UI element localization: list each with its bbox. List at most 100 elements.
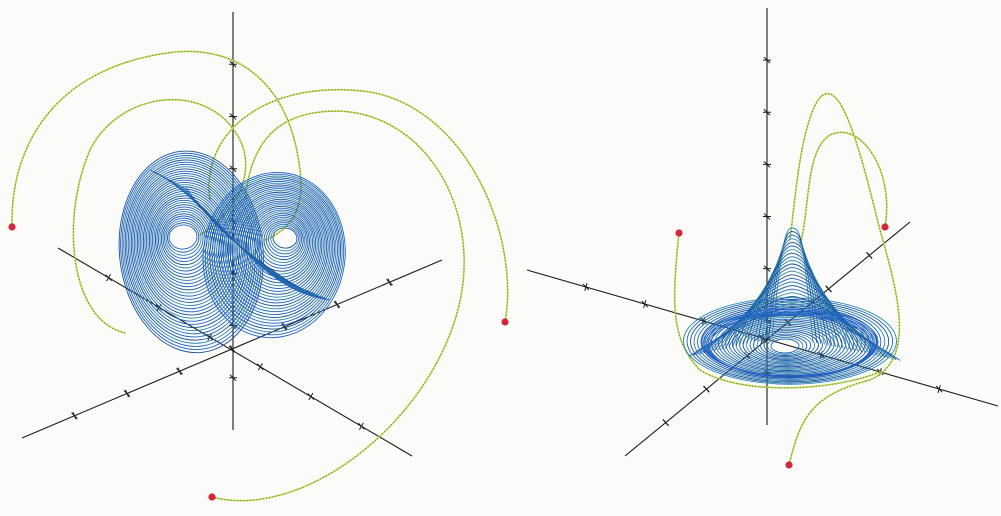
lorenz-x-axis-tick-x	[155, 304, 163, 311]
lorenz-right-lobe-orbit	[256, 214, 309, 269]
lorenz-transient-1	[11, 50, 302, 241]
rossler-z-axis-tick-x	[763, 108, 771, 116]
lorenz-right-lobe-orbit	[247, 207, 315, 281]
lorenz-right-lobe-orbit	[245, 206, 317, 284]
lorenz-y-axis-tick-x	[228, 345, 236, 353]
rossler-z-axis-tick-x	[763, 161, 771, 168]
lorenz-left-lobe-orbit	[133, 172, 244, 322]
rossler-y-axis-tick-x	[662, 419, 670, 426]
lorenz-x-axis-tick-x	[358, 422, 365, 430]
lorenz-right-lobe-orbit	[222, 188, 332, 313]
lorenz-crossover-orbit	[185, 187, 295, 286]
lorenz-x-axis-tick-x	[307, 393, 315, 400]
lorenz-y-axis-tick-x	[71, 412, 78, 420]
rossler-base-ring	[683, 297, 897, 385]
rossler-base-ring	[742, 325, 831, 364]
lorenz-left-lobe-orbit	[118, 150, 264, 354]
rossler-base-ring	[753, 330, 819, 360]
lorenz-right-lobe-orbit	[265, 222, 303, 258]
lorenz-z-axis-tick-x	[229, 374, 237, 382]
lorenz-right-lobe-orbit	[225, 189, 331, 310]
lorenz-y-axis-tick-x	[386, 278, 393, 286]
lorenz-z-axis-tick-x	[229, 113, 237, 120]
rossler-base-ring	[690, 300, 890, 383]
lorenz-right-lobe-orbit	[211, 179, 340, 327]
rossler-transient-3	[799, 131, 888, 246]
rossler-y-axis	[624, 221, 911, 457]
lorenz-left-lobe-orbit	[157, 208, 212, 272]
lorenz-right-lobe-orbit	[202, 171, 346, 339]
lorenz-right-lobe-orbit	[229, 193, 328, 304]
lorenz-right-lobe-orbit	[218, 184, 335, 318]
lorenz-left-lobe-orbit	[136, 177, 240, 316]
lorenz-right-lobe-orbit	[204, 173, 345, 336]
lorenz-transient-3-dots	[208, 89, 509, 323]
rossler-rim-orbit	[709, 314, 871, 378]
lorenz-y-axis-tick-x	[176, 367, 183, 375]
rossler-base-ring	[756, 331, 816, 359]
lorenz-right-lobe-orbit	[213, 180, 338, 324]
lorenz-z-axis-tick-x	[229, 165, 237, 173]
lorenz-left-lobe-orbit	[156, 206, 214, 275]
lorenz-left-lobe-orbit	[153, 202, 218, 281]
lorenz-y-axis-tick-x	[123, 390, 131, 397]
rossler-base-ring	[767, 336, 804, 355]
lorenz-right-lobe-orbit	[207, 175, 343, 333]
lorenz-start-point-2	[501, 318, 509, 326]
rossler-y-axis-tick-x	[865, 252, 873, 259]
lorenz-left-lobe-orbit	[162, 215, 206, 263]
lorenz-right-lobe-orbit	[261, 218, 306, 263]
rossler-cone-orbit	[767, 231, 818, 343]
lorenz-start-point-3	[208, 493, 216, 501]
lorenz-start-point-1	[8, 223, 16, 231]
lorenz-left-lobe-orbit	[120, 152, 262, 350]
lorenz-left-lobe-orbit	[135, 175, 242, 319]
lorenz-y-axis-tick-x	[281, 323, 288, 331]
lorenz-right-lobe-orbit	[216, 182, 337, 321]
rossler-base-ring	[749, 328, 823, 361]
lorenz-right-lobe-orbit	[227, 191, 329, 307]
rossler-y-axis-tick-x	[703, 385, 710, 393]
rossler-base-ring	[693, 302, 886, 381]
rossler-transient-2	[788, 92, 901, 466]
lorenz-transient-4-dots	[72, 99, 247, 334]
rossler-base-ring	[700, 305, 878, 379]
lorenz-left-lobe-orbit	[138, 179, 238, 313]
rossler-x-axis-tick-x	[935, 385, 943, 393]
lorenz-z-axis-tick-x	[229, 60, 237, 68]
lorenz-attractor-orbits	[118, 150, 346, 354]
lorenz-right-lobe-orbit	[270, 225, 299, 252]
lorenz-left-lobe-orbit	[151, 199, 220, 285]
lorenz-x-axis-tick-x	[256, 363, 264, 371]
rossler-base-ring	[697, 303, 882, 380]
rossler-attractor-orbits	[683, 227, 901, 385]
rossler-transient-3-dots	[799, 131, 888, 246]
lorenz-right-lobe-orbit	[243, 204, 318, 287]
lorenz-start-points	[8, 223, 509, 501]
lorenz-left-lobe-orbit	[132, 170, 246, 325]
lorenz-transient-trajectories	[11, 50, 509, 502]
rossler-z-axis-tick-x	[763, 213, 771, 220]
lorenz-left-lobe-orbit	[121, 155, 260, 347]
lorenz-y-axis-tick-x	[333, 301, 341, 308]
lorenz-right-lobe-orbit	[236, 198, 323, 295]
lorenz-panel	[8, 12, 509, 502]
rossler-base-ring	[686, 298, 894, 384]
rossler-transient-1	[673, 232, 881, 389]
rossler-base-ring	[760, 333, 812, 358]
rossler-x-axis-tick-x	[641, 300, 649, 308]
rossler-cone-orbit	[760, 238, 825, 345]
lorenz-left-lobe-orbit	[168, 224, 198, 250]
lorenz-right-lobe-orbit	[231, 195, 326, 301]
rossler-base-ring	[746, 327, 827, 363]
rossler-axes	[526, 8, 999, 457]
rossler-start-points	[675, 223, 889, 469]
lorenz-left-lobe-orbit	[161, 213, 208, 266]
rossler-cone-orbit	[703, 295, 886, 358]
lorenz-left-lobe-orbit	[165, 220, 202, 256]
lorenz-right-lobe-orbit	[220, 186, 334, 315]
lorenz-left-lobe-orbit	[164, 217, 204, 259]
rossler-base-ring	[770, 338, 800, 354]
